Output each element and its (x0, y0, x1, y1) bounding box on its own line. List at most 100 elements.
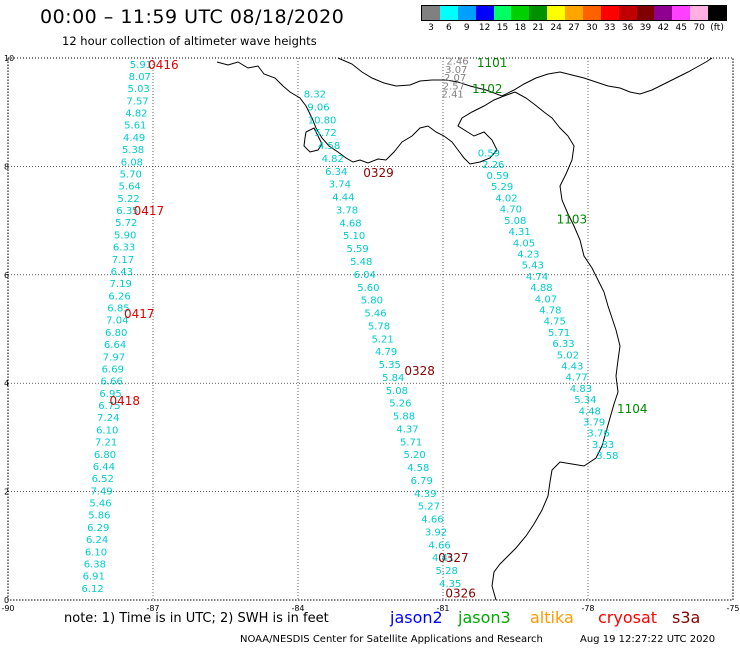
wave-height-value: 6.64 (104, 340, 126, 351)
credit-line: NOAA/NESDIS Center for Satellite Applica… (240, 634, 543, 645)
wave-height-value: 4.68 (339, 218, 361, 229)
wave-height-value: 2.41 (442, 90, 464, 101)
wave-height-value: 5.80 (361, 296, 383, 307)
wave-height-value: 5.48 (350, 257, 372, 268)
wave-height-value: 4.49 (123, 133, 145, 144)
wave-height-value: 5.29 (491, 182, 513, 193)
wave-height-value: 6.80 (94, 450, 116, 461)
wave-height-value: 4.58 (318, 141, 340, 152)
wave-height-value: 6.79 (411, 476, 433, 487)
wave-height-value: 5.72 (314, 128, 336, 139)
wave-height-value: 8.32 (304, 90, 326, 101)
wave-height-value: 6.10 (85, 547, 107, 558)
wave-height-value: 3.83 (592, 440, 614, 451)
color-scale-label: 15 (496, 23, 509, 33)
color-scale-swatch (493, 6, 512, 20)
color-scale-swatch (457, 6, 476, 20)
color-scale-label: 6 (445, 23, 452, 33)
wave-height-value: 3.74 (329, 180, 351, 191)
color-scale-label: 45 (675, 23, 688, 33)
wave-height-value: 5.26 (389, 399, 411, 410)
wave-height-value: 7.17 (112, 255, 134, 266)
wave-height-value: 4.43 (561, 361, 583, 372)
lat-tick-label: 0 (4, 596, 9, 605)
wave-height-value: 7.24 (97, 413, 119, 424)
altimeter-track: 0.592.260.595.294.024.705.084.314.054.23… (478, 149, 619, 462)
color-scale-label: 21 (532, 23, 544, 33)
wave-height-value: 4.66 (428, 540, 450, 551)
color-scale-swatch (547, 6, 565, 20)
coastline (216, 57, 713, 601)
satellite-legend-item: jason3 (458, 608, 511, 627)
wave-height-value: 3.07 (445, 65, 467, 76)
altimeter-track: 5.918.075.037.57 4.825.614.495.386.085.70… (81, 60, 152, 595)
coastline-caribbean (337, 57, 713, 97)
wave-height-value: 5.27 (418, 502, 440, 513)
wave-height-value: 2.07 (444, 73, 466, 84)
color-scale-labels: 3 6 9 12 15 18 21 24 27 30 33 36 39 42 45 70 (ft) (421, 21, 740, 33)
pass-time-label: 0417 (124, 307, 155, 321)
color-scale-label: 39 (639, 23, 652, 33)
wave-height-value: 7.21 (95, 438, 117, 449)
wave-height-value: 6.33 (552, 339, 574, 350)
color-scale-label: 3 (428, 23, 434, 33)
color-scale-swatch (475, 6, 494, 20)
wave-height-value: 6.08 (121, 157, 143, 168)
satellite-legend-item: altika (530, 608, 574, 627)
wave-height-value: 4.02 (495, 193, 517, 204)
color-scale-swatch (600, 6, 619, 20)
wave-height-value: 4.77 (565, 373, 587, 384)
wave-height-value: 5.84 (382, 373, 404, 384)
lon-tick-label: -75 (726, 604, 739, 613)
wave-height-value: 7.19 (110, 279, 132, 290)
map-subtitle: 12 hour collection of altimeter wave hei… (62, 34, 317, 48)
wave-height-value: 4.35 (439, 579, 461, 590)
color-scale-bar (421, 5, 727, 21)
color-scale-swatch (618, 6, 637, 20)
color-scale-label: 18 (514, 23, 527, 33)
pass-time-labels: 0416 0417 0417 0418 0329 0328 0327 0326 1101 1102… (110, 56, 648, 600)
wave-height-value: 4.23 (517, 249, 539, 260)
pass-time-label: 1102 (472, 82, 503, 96)
color-scale-swatch (690, 6, 708, 20)
wave-height-value: 4.37 (396, 424, 418, 435)
pass-time-label: 0328 (404, 364, 435, 378)
lon-tick-label: -78 (581, 604, 594, 613)
wave-height-value: 5.03 (128, 84, 150, 95)
wave-height-value: 5.02 (557, 350, 579, 361)
color-scale-label: 9 (463, 23, 470, 33)
wave-height-value: 4.79 (375, 347, 397, 358)
wave-height-value: 6.33 (113, 243, 135, 254)
wave-height-value: 3.78 (336, 205, 358, 216)
wave-height-value: 7.57 (126, 96, 148, 107)
wave-height-value: 5.46 (89, 499, 111, 510)
wave-height-value: 4.39 (414, 489, 436, 500)
wave-height-value: 0.59 (487, 171, 509, 182)
wave-height-value: 6.75 (98, 401, 120, 412)
wave-height-value: 4.74 (526, 272, 548, 283)
wave-height-value: 10.80 (308, 115, 337, 126)
color-scale-swatch (529, 6, 548, 20)
wave-height-value: 5.86 (88, 511, 110, 522)
wave-height-value: 6.35 (116, 206, 138, 217)
wave-height-value: 4.31 (508, 227, 530, 238)
wave-height-value: 2.26 (482, 160, 504, 171)
wave-height-value: 5.10 (343, 231, 365, 242)
wave-height-value: 6.38 (84, 559, 106, 570)
wave-height-value: 7.49 (90, 486, 112, 497)
wave-height-value: 3.79 (583, 417, 605, 428)
wave-height-value: 9.06 (307, 102, 329, 113)
wave-height-value: 6.95 (99, 389, 121, 400)
wave-height-value: 3.76 (587, 429, 609, 440)
wave-height-value: 5.46 (364, 309, 386, 320)
wave-height-value: 4.05 (513, 238, 535, 249)
color-scale-swatch (511, 6, 530, 20)
altimeter-track: 2.463.072.072.572.41 (442, 57, 469, 101)
color-scale-label: 30 (586, 23, 598, 33)
wave-height-value: 4.44 (332, 193, 354, 204)
color-scale-label: 33 (604, 23, 616, 33)
lon-tick-label: -81 (436, 604, 449, 613)
color-scale-label: 42 (657, 23, 670, 33)
wave-height-value: 6.34 (325, 167, 347, 178)
color-scale-swatch (422, 6, 440, 20)
